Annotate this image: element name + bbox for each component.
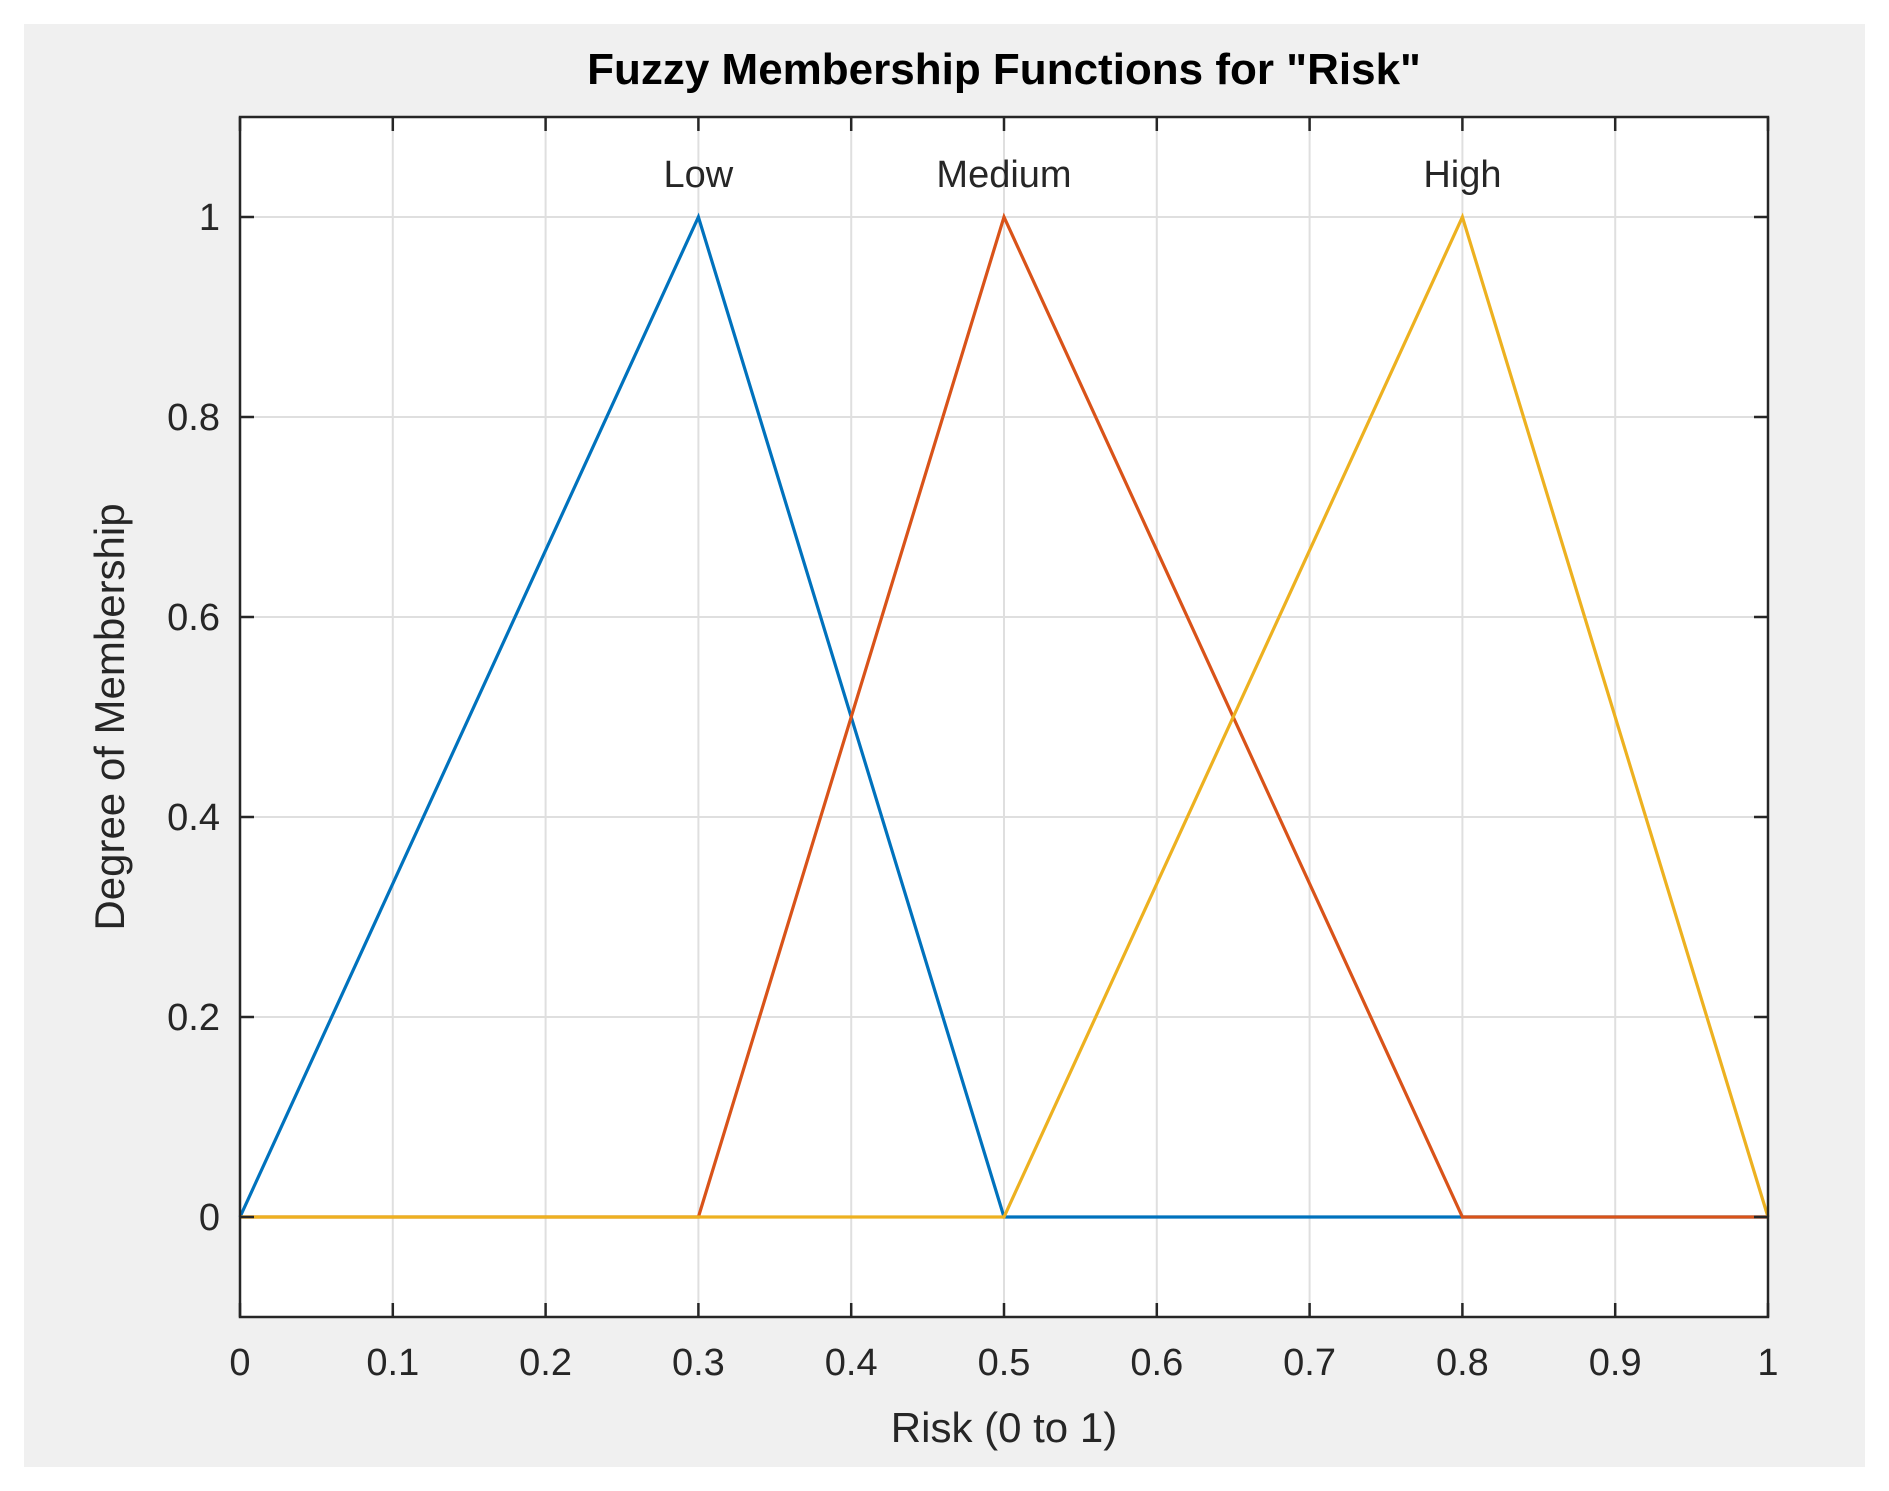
series-label-high: High (1423, 154, 1501, 196)
y-tick-label: 0 (199, 1197, 220, 1239)
y-axis-label: Degree of Membership (86, 503, 133, 930)
series-label-low: Low (664, 154, 734, 196)
x-tick-label: 0.9 (1589, 1342, 1642, 1384)
x-tick-label: 0.7 (1283, 1342, 1336, 1384)
y-tick-label: 1 (199, 197, 220, 239)
x-tick-label: 0.8 (1436, 1342, 1489, 1384)
x-tick-label: 0 (229, 1342, 250, 1384)
x-tick-label: 0.2 (519, 1342, 572, 1384)
y-tick-label: 0.8 (167, 397, 220, 439)
series-line-high (240, 212, 1770, 1219)
series-labels: Low Medium High (664, 154, 1502, 196)
y-tick-labels: 0 0.2 0.4 0.6 0.8 1 (167, 197, 220, 1239)
y-tick-label: 0.4 (167, 797, 220, 839)
chart-figure: 0 0.1 0.2 0.3 0.4 0.5 0.6 0.7 0.8 0.9 1 0 0.2 0.4 0.6… (24, 24, 1865, 1467)
series-layer (238, 212, 1770, 1219)
x-tick-label: 0.1 (366, 1342, 419, 1384)
x-tick-label: 0.3 (672, 1342, 725, 1384)
tick-marks (238, 117, 1770, 1317)
chart-title: Fuzzy Membership Functions for "Risk" (587, 45, 1421, 94)
x-tick-label: 0.5 (978, 1342, 1031, 1384)
x-tick-label: 1 (1757, 1342, 1778, 1384)
x-axis-label: Risk (0 to 1) (891, 1404, 1117, 1451)
x-tick-label: 0.4 (825, 1342, 878, 1384)
x-tick-labels: 0 0.1 0.2 0.3 0.4 0.5 0.6 0.7 0.8 0.9 1 (229, 1342, 1778, 1384)
series-label-medium: Medium (936, 154, 1071, 196)
chart-canvas: 0 0.1 0.2 0.3 0.4 0.5 0.6 0.7 0.8 0.9 1 0 0.2 0.4 0.6… (24, 24, 1865, 1467)
x-tick-label: 0.6 (1130, 1342, 1183, 1384)
y-tick-label: 0.2 (167, 997, 220, 1039)
y-tick-label: 0.6 (167, 597, 220, 639)
